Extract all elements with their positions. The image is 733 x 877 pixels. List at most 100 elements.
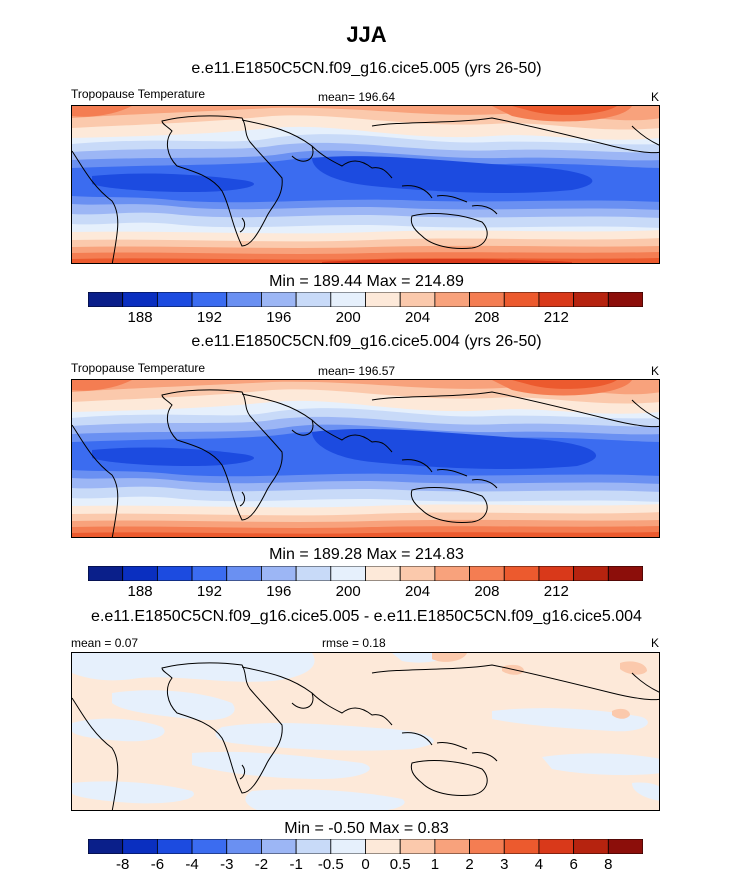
abs-colorbar-box-8 <box>365 566 401 581</box>
abs-colorbar-box-14 <box>573 292 609 307</box>
diff-colorbar-tick-label: -3 <box>220 856 234 873</box>
colorbar-2-svg <box>88 566 643 581</box>
abs-colorbar-box-15 <box>607 566 643 581</box>
abs-colorbar-box-13 <box>538 566 575 581</box>
abs-colorbar-tick-label: 200 <box>335 309 361 326</box>
diff-colorbar-tick-label: -8 <box>116 856 130 873</box>
abs-colorbar-box-1 <box>122 292 158 307</box>
abs-colorbar-tick-label: 212 <box>543 309 569 326</box>
abs-colorbar-tick-label: 196 <box>266 309 292 326</box>
abs-colorbar-box-6 <box>295 292 332 307</box>
colorbar-1-svg <box>88 292 643 307</box>
abs-colorbar-tick-label: 192 <box>196 309 222 326</box>
diff-colorbar-tick-label: 1 <box>430 856 440 873</box>
colorbar-3-svg <box>88 839 643 854</box>
panel-3-minmax: Min = -0.50 Max = 0.83 <box>284 820 449 837</box>
abs-colorbar-box-9 <box>399 566 436 581</box>
abs-colorbar-box-9 <box>399 292 436 307</box>
abs-colorbar-box-3 <box>191 292 228 307</box>
abs-colorbar-box-2 <box>156 292 193 307</box>
panel-1-title: e.e11.E1850C5CN.f09_g16.cice5.005 (yrs 2… <box>191 60 542 77</box>
diff-colorbar-box-7 <box>330 839 366 854</box>
abs-colorbar-box-14 <box>573 566 609 581</box>
abs-colorbar-box-15 <box>607 292 643 307</box>
colorbar-1 <box>88 292 643 307</box>
diff-colorbar-box-9 <box>399 839 436 854</box>
abs-colorbar-tick-label: 208 <box>474 583 500 600</box>
abs-colorbar-tick-label: 196 <box>266 583 292 600</box>
abs-colorbar-box-10 <box>434 566 470 581</box>
panel-2-mean-label: mean= 196.57 <box>318 364 396 378</box>
diff-colorbar-tick-label: -6 <box>150 856 165 873</box>
abs-colorbar-box-13 <box>538 292 575 307</box>
abs-colorbar-box-0 <box>88 566 124 581</box>
abs-colorbar-tick-label: 212 <box>543 583 569 600</box>
diff-colorbar-box-1 <box>122 839 158 854</box>
abs-colorbar-tick-label: 204 <box>405 583 431 600</box>
panel-3-map <box>71 652 660 811</box>
page-title: JJA <box>346 22 387 47</box>
diff-colorbar-box-14 <box>573 839 609 854</box>
panel-1-variable-label: Tropopause Temperature <box>71 87 206 101</box>
diff-colorbar-tick-label: 4 <box>534 856 544 873</box>
abs-colorbar-tick-label: 204 <box>405 309 431 326</box>
diff-colorbar-tick-label: -4 <box>185 856 199 873</box>
diff-colorbar-box-5 <box>261 839 297 854</box>
abs-colorbar-tick-label: 208 <box>474 309 500 326</box>
diff-colorbar-box-2 <box>156 839 193 854</box>
abs-colorbar-box-2 <box>156 566 193 581</box>
abs-colorbar-box-3 <box>191 566 228 581</box>
abs-colorbar-box-5 <box>261 292 297 307</box>
abs-colorbar-box-11 <box>469 566 505 581</box>
abs-colorbar-tick-label: 188 <box>127 583 153 600</box>
diff-colorbar-box-3 <box>191 839 228 854</box>
diff-colorbar-box-8 <box>365 839 401 854</box>
abs-colorbar-box-5 <box>261 566 297 581</box>
abs-colorbar-box-10 <box>434 292 470 307</box>
abs-colorbar-box-0 <box>88 292 124 307</box>
panel-2-variable-label: Tropopause Temperature <box>71 361 206 375</box>
abs-colorbar-box-7 <box>330 292 366 307</box>
panel-2-map-svg <box>72 380 659 537</box>
diff-colorbar-box-11 <box>469 839 505 854</box>
panel-3-map-svg <box>72 653 659 810</box>
diff-colorbar-tick-label: -2 <box>254 856 269 873</box>
diff-colorbar-tick-label: 0.5 <box>389 856 411 873</box>
diff-colorbar-tick-label: 0 <box>361 856 370 873</box>
diff-colorbar-box-10 <box>434 839 470 854</box>
panel-1-map-svg <box>72 106 659 263</box>
panel-3-units-label: K <box>651 636 660 650</box>
abs-colorbar-tick-label: 188 <box>127 309 153 326</box>
colorbar-2 <box>88 566 643 581</box>
diff-colorbar-tick-label: 3 <box>500 856 509 873</box>
diff-colorbar-tick-label: -0.5 <box>317 856 344 873</box>
abs-colorbar-box-4 <box>226 292 262 307</box>
panel-1-map <box>71 105 660 264</box>
abs-colorbar-box-12 <box>503 292 540 307</box>
panel-2-title: e.e11.E1850C5CN.f09_g16.cice5.004 (yrs 2… <box>191 333 542 350</box>
diff-colorbar-tick-label: 6 <box>569 856 578 873</box>
diff-colorbar-tick-label: 8 <box>604 856 613 873</box>
abs-colorbar-box-12 <box>503 566 540 581</box>
abs-colorbar-box-8 <box>365 292 401 307</box>
diff-colorbar-box-12 <box>503 839 540 854</box>
panel-2-minmax: Min = 189.28 Max = 214.83 <box>269 546 464 563</box>
diff-colorbar-tick-label: -1 <box>289 856 303 873</box>
abs-colorbar-box-11 <box>469 292 505 307</box>
diff-colorbar-box-15 <box>607 839 643 854</box>
panel-2-units-label: K <box>651 364 660 378</box>
diff-colorbar-tick-label: 2 <box>465 856 474 873</box>
panel-1-minmax: Min = 189.44 Max = 214.89 <box>269 273 464 290</box>
panel-3-title: e.e11.E1850C5CN.f09_g16.cice5.005 - e.e1… <box>91 608 642 625</box>
diff-colorbar-box-4 <box>226 839 262 854</box>
abs-colorbar-tick-label: 200 <box>335 583 361 600</box>
diff-colorbar-box-0 <box>88 839 124 854</box>
panel-3-rmse-label: rmse = 0.18 <box>322 636 386 650</box>
abs-colorbar-box-1 <box>122 566 158 581</box>
panel-1-mean-label: mean= 196.64 <box>318 90 396 104</box>
colorbar-3 <box>88 839 643 854</box>
abs-colorbar-box-4 <box>226 566 262 581</box>
panel-1-units-label: K <box>651 90 660 104</box>
abs-colorbar-box-7 <box>330 566 366 581</box>
diff-colorbar-box-13 <box>538 839 575 854</box>
